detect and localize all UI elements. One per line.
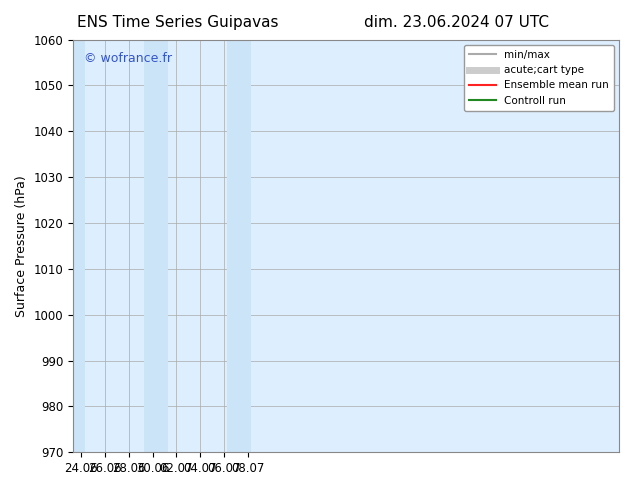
Bar bbox=[228, 40, 251, 452]
Text: © wofrance.fr: © wofrance.fr bbox=[84, 52, 172, 65]
Y-axis label: Surface Pressure (hPa): Surface Pressure (hPa) bbox=[15, 175, 28, 317]
Text: ENS Time Series Guipavas: ENS Time Series Guipavas bbox=[77, 15, 278, 30]
Legend: min/max, acute;cart type, Ensemble mean run, Controll run: min/max, acute;cart type, Ensemble mean … bbox=[464, 45, 614, 111]
Bar bbox=[145, 40, 168, 452]
Bar bbox=[73, 40, 85, 452]
Text: dim. 23.06.2024 07 UTC: dim. 23.06.2024 07 UTC bbox=[364, 15, 549, 30]
